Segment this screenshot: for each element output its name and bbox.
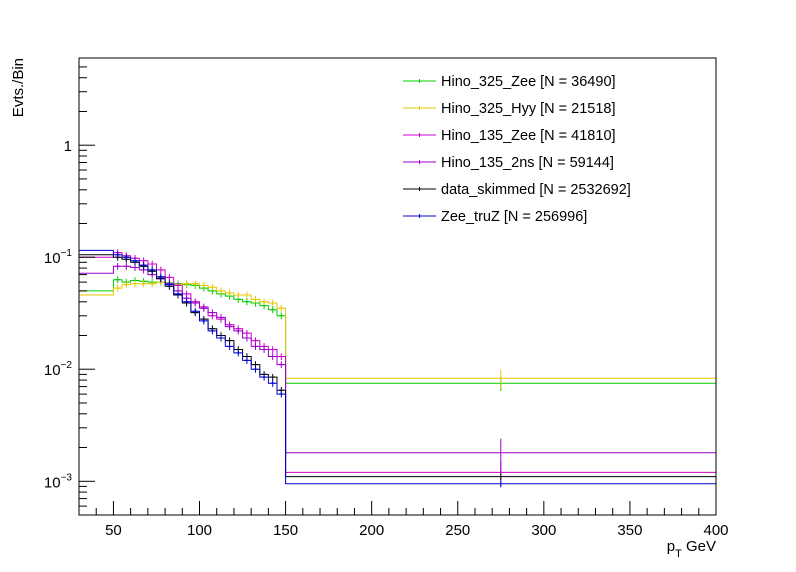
y-tick-label: 10−2 xyxy=(44,360,73,379)
legend-label: Hino_135_Zee [N = 41810] xyxy=(441,128,616,144)
y-tick-label: 10−1 xyxy=(44,248,73,267)
legend-entry: Hino_135_Zee [N = 41810] xyxy=(403,128,616,144)
legend-label: data_skimmed [N = 2532692] xyxy=(441,182,631,198)
legend-entry: data_skimmed [N = 2532692] xyxy=(403,182,631,198)
x-axis-title-sub: T xyxy=(675,548,682,560)
x-tick-label: 250 xyxy=(445,522,470,539)
x-tick-label: 400 xyxy=(703,522,728,539)
y-tick-label: 1 xyxy=(64,138,72,155)
x-axis-title: pT GeV xyxy=(667,538,716,560)
y-axis: 10−3 10−2 10−1 1 xyxy=(44,57,95,516)
legend-label: Hino_325_Zee [N = 36490] xyxy=(441,74,616,90)
series-4 xyxy=(79,253,716,481)
plot-series xyxy=(79,249,716,488)
series-line-1 xyxy=(79,281,716,379)
x-tick-label: 100 xyxy=(187,522,212,539)
series-5 xyxy=(79,249,716,488)
legend-entry: Hino_135_2ns [N = 59144] xyxy=(403,155,614,171)
x-tick-label: 300 xyxy=(531,522,556,539)
series-line-4 xyxy=(79,254,716,478)
series-3 xyxy=(79,263,716,473)
x-tick-label: 200 xyxy=(359,522,384,539)
series-line-2 xyxy=(79,252,716,473)
x-axis-title-unit: GeV xyxy=(686,538,716,555)
x-axis: 50 100 150 200 250 300 350 400 xyxy=(78,501,729,539)
x-axis-title-main: p xyxy=(667,538,675,555)
x-tick-label: 150 xyxy=(273,522,298,539)
legend-entry: Zee_truZ [N = 256996] xyxy=(403,209,587,225)
x-tick-label: 350 xyxy=(617,522,642,539)
legend-label: Hino_325_Hyy [N = 21518] xyxy=(441,101,616,117)
plot-frame xyxy=(78,57,717,516)
legend-entry: Hino_325_Hyy [N = 21518] xyxy=(403,101,616,117)
y-tick-label: 10−3 xyxy=(44,472,73,491)
y-axis-title: Evts./Bin xyxy=(10,58,27,117)
legend-label: Hino_135_2ns [N = 59144] xyxy=(441,155,614,171)
legend-entry: Hino_325_Zee [N = 36490] xyxy=(403,74,616,90)
x-tick-label: 50 xyxy=(105,522,122,539)
series-1 xyxy=(79,278,716,389)
legend-label: Zee_truZ [N = 256996] xyxy=(441,209,587,225)
legend: Hino_325_Zee [N = 36490] Hino_325_Hyy [N … xyxy=(403,74,631,225)
